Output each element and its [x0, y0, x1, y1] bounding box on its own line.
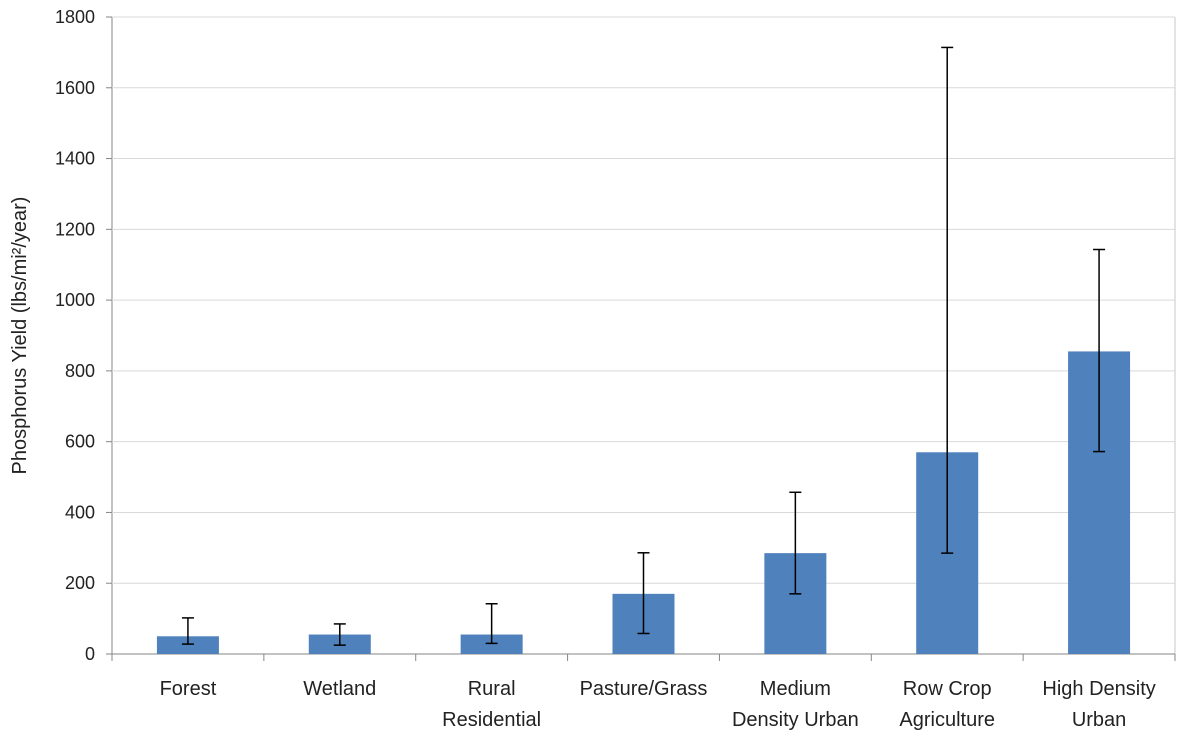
- y-tick-label: 0: [85, 644, 95, 664]
- x-category-label-line: Wetland: [303, 678, 376, 700]
- y-tick-label: 400: [65, 502, 95, 522]
- x-category-label-line: Forest: [160, 678, 217, 700]
- x-category-label-line: Agriculture: [899, 709, 995, 731]
- x-category-label: Rural Residential: [442, 678, 541, 731]
- x-category-label-line: Density Urban: [732, 709, 859, 731]
- y-tick-label: 800: [65, 361, 95, 381]
- x-category-label-line: High Density: [1042, 678, 1155, 700]
- x-category-label: Medium Density Urban: [732, 678, 859, 731]
- x-category-label: Wetland: [303, 678, 376, 700]
- y-tick-label: 1000: [55, 290, 95, 310]
- x-category-label-line: Rural: [468, 678, 516, 700]
- y-tick-label: 200: [65, 573, 95, 593]
- x-category-label: Row Crop Agriculture: [899, 678, 995, 731]
- y-tick-label: 1600: [55, 78, 95, 98]
- y-axis-title: Phosphorus Yield (lbs/mi²/year): [9, 197, 31, 475]
- x-category-label-line: Row Crop: [903, 678, 992, 700]
- bar: [156, 636, 219, 654]
- x-category-label-line: Residential: [442, 709, 541, 731]
- y-tick-label: 600: [65, 432, 95, 452]
- y-tick-label: 1200: [55, 219, 95, 239]
- x-category-label: Pasture/Grass: [580, 678, 708, 700]
- y-tick-label: 1400: [55, 149, 95, 169]
- bar: [460, 634, 523, 654]
- x-category-label: High Density Urban: [1042, 678, 1155, 731]
- x-category-label-line: Pasture/Grass: [580, 678, 708, 700]
- y-tick-label: 1800: [55, 7, 95, 27]
- x-category-label-line: Urban: [1072, 709, 1126, 731]
- x-category-label-line: Medium: [760, 678, 831, 700]
- x-category-label: Forest: [160, 678, 217, 700]
